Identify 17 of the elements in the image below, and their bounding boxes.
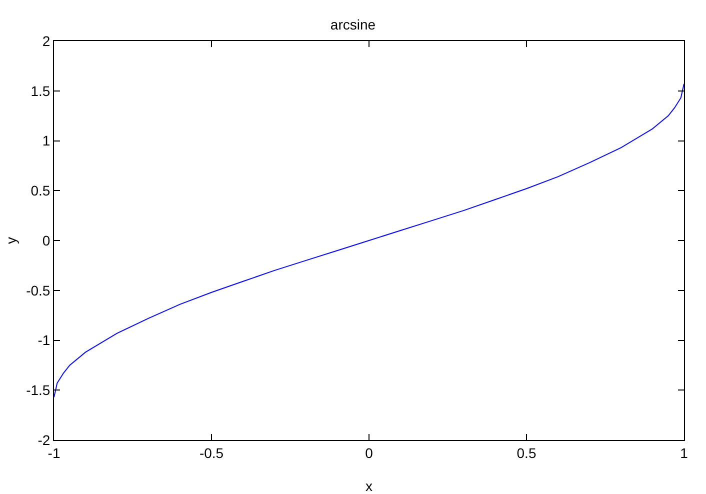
y-tick-label: -2 bbox=[38, 432, 50, 448]
y-tick-label: -0.5 bbox=[26, 282, 50, 298]
y-tick-label: 1.5 bbox=[30, 82, 50, 99]
y-axis-title: y bbox=[3, 237, 19, 244]
x-axis-title: x bbox=[366, 478, 372, 494]
y-tick-label: 0 bbox=[42, 232, 50, 248]
line-series bbox=[54, 83, 684, 398]
y-tick-label: -1 bbox=[38, 332, 50, 348]
chart-title: arcsine bbox=[330, 16, 376, 33]
x-tick-label: 1 bbox=[680, 444, 688, 461]
x-tick-label: 0.5 bbox=[516, 444, 536, 461]
y-tick-label: 2 bbox=[42, 32, 50, 49]
y-tick-label: 0.5 bbox=[30, 182, 50, 199]
x-tick-label: 0 bbox=[365, 444, 374, 461]
x-tick-label: -0.5 bbox=[199, 444, 224, 461]
y-tick-label: 1 bbox=[42, 132, 50, 149]
y-tick-label: -1.5 bbox=[26, 382, 50, 398]
